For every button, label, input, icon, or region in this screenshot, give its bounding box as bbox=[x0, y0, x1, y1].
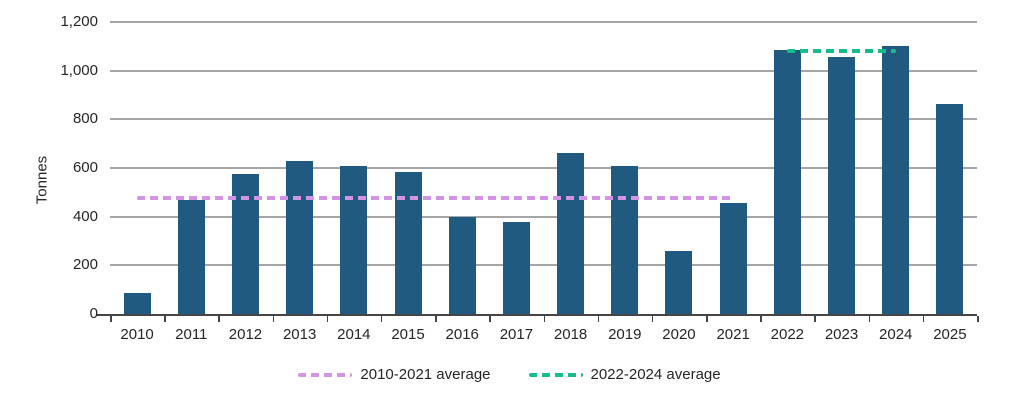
bar-2011 bbox=[177, 199, 205, 314]
x-axis-tick bbox=[651, 316, 654, 322]
x-axis-tick bbox=[706, 316, 708, 322]
gridline bbox=[110, 21, 977, 23]
bar-2016 bbox=[448, 216, 476, 314]
bar-2025 bbox=[936, 103, 964, 314]
x-axis-tick-label: 2011 bbox=[175, 326, 208, 343]
y-axis-tick-label: 200 bbox=[72, 256, 98, 274]
x-axis-tick bbox=[543, 316, 545, 322]
bar-2023 bbox=[828, 57, 856, 314]
bar-2019 bbox=[611, 165, 639, 314]
bar-2021 bbox=[719, 203, 747, 314]
bar-2018 bbox=[557, 153, 585, 314]
x-axis-tick bbox=[977, 316, 979, 322]
x-axis-tick-label: 2014 bbox=[337, 326, 371, 343]
reference-line-2010-2021 bbox=[137, 195, 734, 200]
bar-2015 bbox=[394, 171, 422, 314]
x-axis-tick-label: 2010 bbox=[120, 326, 154, 343]
x-axis-tick-label: 2023 bbox=[824, 326, 859, 343]
legend: 2010-2021 average 2022-2024 average bbox=[0, 366, 1019, 383]
bar-2010 bbox=[123, 293, 151, 314]
legend-label: 2010-2021 average bbox=[360, 366, 491, 383]
legend-item-2010-2021-average: 2010-2021 average bbox=[298, 366, 491, 383]
y-axis-tick-label: 600 bbox=[72, 159, 98, 176]
x-axis-tick bbox=[164, 316, 166, 322]
x-axis-tick bbox=[272, 316, 275, 322]
x-axis-tick bbox=[435, 316, 437, 322]
x-axis-tick-label: 2013 bbox=[282, 326, 317, 343]
bar-2014 bbox=[340, 165, 368, 314]
x-axis-tick-label: 2017 bbox=[499, 326, 534, 343]
y-axis-tick-label: 400 bbox=[72, 207, 98, 225]
legend-item-2022-2024-average: 2022-2024 average bbox=[528, 366, 721, 383]
x-axis-tick bbox=[326, 316, 329, 322]
y-axis-tick-label: 1,000 bbox=[60, 61, 98, 79]
x-axis-line bbox=[97, 314, 977, 316]
gridline bbox=[110, 215, 977, 218]
x-axis-tick bbox=[110, 316, 112, 322]
x-axis-tick bbox=[218, 316, 220, 322]
gridline bbox=[110, 167, 977, 169]
x-axis-tick-label: 2018 bbox=[553, 326, 588, 343]
x-axis-tick bbox=[380, 316, 383, 322]
x-axis-tick-label: 2021 bbox=[716, 326, 750, 343]
bar-2013 bbox=[286, 160, 314, 314]
x-axis-tick bbox=[922, 316, 925, 322]
gridline bbox=[110, 69, 977, 72]
bar-2017 bbox=[502, 221, 530, 314]
x-axis-tick-label: 2025 bbox=[933, 326, 967, 343]
reference-line-2022-2024 bbox=[787, 49, 896, 54]
y-axis-tick-label: 0 bbox=[89, 305, 98, 322]
gridline bbox=[110, 264, 977, 267]
gridline bbox=[110, 118, 977, 121]
x-axis-tick-label: 2012 bbox=[228, 326, 263, 343]
x-axis-tick-label: 2019 bbox=[608, 326, 642, 343]
bar-2020 bbox=[665, 250, 693, 314]
plot-area: 0 200 400 600 800 1,000 1,200 2010 2011 2012 2013 2… bbox=[60, 13, 979, 343]
dashed-line-swatch-icon bbox=[298, 372, 353, 377]
bar-2024 bbox=[882, 46, 910, 314]
x-axis-tick bbox=[597, 316, 600, 322]
x-axis-tick bbox=[814, 316, 816, 322]
bar-2022 bbox=[773, 49, 801, 314]
legend-label: 2022-2024 average bbox=[590, 366, 721, 383]
x-axis-tick bbox=[760, 316, 762, 322]
y-axis-tick-label: 1,200 bbox=[60, 13, 98, 30]
x-axis-tick bbox=[868, 316, 871, 322]
x-axis-tick-label: 2020 bbox=[662, 326, 696, 343]
x-axis-tick-label: 2015 bbox=[391, 326, 425, 343]
y-axis-tick-label: 800 bbox=[72, 110, 98, 128]
dashed-line-swatch-icon bbox=[528, 372, 583, 377]
x-axis-tick-label: 2016 bbox=[445, 326, 479, 343]
x-axis-tick bbox=[489, 316, 491, 322]
x-axis-tick-label: 2022 bbox=[770, 326, 805, 343]
x-axis-tick-label: 2024 bbox=[879, 326, 913, 343]
